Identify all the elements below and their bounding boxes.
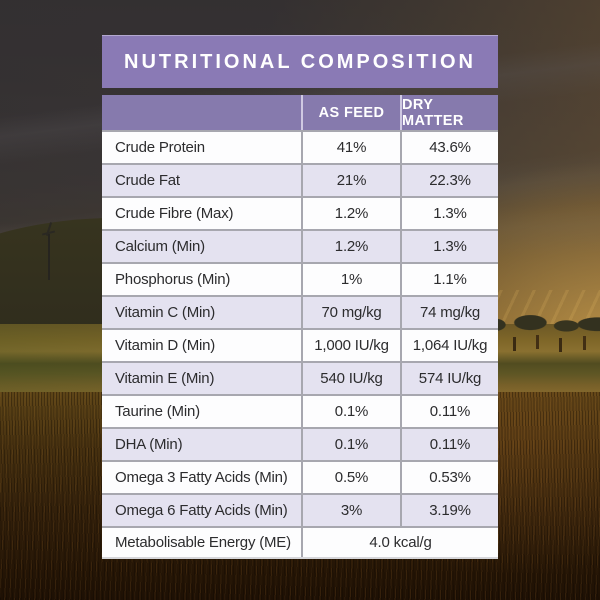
row-value-as-feed: 3% [301,495,400,526]
row-value-dry-matter: 574 IU/kg [400,363,498,394]
row-label: Taurine (Min) [115,403,200,420]
wind-turbine-icon [38,222,60,280]
row-label: Vitamin E (Min) [115,370,215,387]
row-value-dry-matter: 1,064 IU/kg [400,330,498,361]
row-value-as-feed: 0.1% [301,429,400,460]
row-label: Crude Protein [115,139,205,156]
row-value-dry-matter: 43.6% [400,132,498,163]
row-value-dry-matter: 0.11% [400,396,498,427]
table-title-banner: NUTRITIONAL COMPOSITION [102,35,498,88]
row-value-dry-matter: 1.3% [400,231,498,262]
table-row: Vitamin E (Min) 540 IU/kg 574 IU/kg [102,361,498,394]
row-value-as-feed: 1,000 IU/kg [301,330,400,361]
table-row: Phosphorus (Min) 1% 1.1% [102,262,498,295]
page-title: NUTRITIONAL COMPOSITION [124,50,476,73]
table-row: Crude Fibre (Max) 1.2% 1.3% [102,196,498,229]
row-value-dry-matter: 0.11% [400,429,498,460]
table-row: Crude Protein 41% 43.6% [102,130,498,163]
table-row-metabolisable-energy: Metabolisable Energy (ME) 4.0 kcal/g [102,526,498,559]
nutrition-table: AS FEED DRY MATTER Crude Protein 41% 43.… [102,95,498,559]
table-body: Crude Protein 41% 43.6% Crude Fat 21% 22… [102,130,498,526]
row-label: DHA (Min) [115,436,183,453]
header-cell-as-feed: AS FEED [301,95,400,130]
table-row: Calcium (Min) 1.2% 1.3% [102,229,498,262]
row-value-dry-matter: 1.1% [400,264,498,295]
fence-posts [485,332,600,356]
row-label: Crude Fat [115,172,180,189]
table-row: Crude Fat 21% 22.3% [102,163,498,196]
row-value-as-feed: 1.2% [301,231,400,262]
row-value-as-feed: 70 mg/kg [301,297,400,328]
row-value-dry-matter: 3.19% [400,495,498,526]
turbine-pole [48,234,50,280]
table-row: Omega 3 Fatty Acids (Min) 0.5% 0.53% [102,460,498,493]
table-header-row: AS FEED DRY MATTER [102,95,498,130]
table-row: Vitamin C (Min) 70 mg/kg 74 mg/kg [102,295,498,328]
row-value-dry-matter: 74 mg/kg [400,297,498,328]
row-value-as-feed: 41% [301,132,400,163]
table-row: Vitamin D (Min) 1,000 IU/kg 1,064 IU/kg [102,328,498,361]
row-label: Vitamin D (Min) [115,337,216,354]
table-row: Taurine (Min) 0.1% 0.11% [102,394,498,427]
row-value-dry-matter: 22.3% [400,165,498,196]
row-label: Phosphorus (Min) [115,271,231,288]
row-value-merged: 4.0 kcal/g [301,528,498,557]
header-cell-dry-matter: DRY MATTER [400,95,498,130]
row-label: Vitamin C (Min) [115,304,216,321]
row-label: Metabolisable Energy (ME) [115,534,291,551]
table-row: Omega 6 Fatty Acids (Min) 3% 3.19% [102,493,498,526]
row-value-as-feed: 21% [301,165,400,196]
row-label: Omega 3 Fatty Acids (Min) [115,469,288,486]
row-value-as-feed: 0.1% [301,396,400,427]
row-value-dry-matter: 1.3% [400,198,498,229]
row-label: Calcium (Min) [115,238,205,255]
row-label: Omega 6 Fatty Acids (Min) [115,502,288,519]
header-cell-blank [102,95,301,130]
row-value-as-feed: 1.2% [301,198,400,229]
row-value-as-feed: 540 IU/kg [301,363,400,394]
tree-line [480,308,600,336]
row-label: Crude Fibre (Max) [115,205,234,222]
table-row: DHA (Min) 0.1% 0.11% [102,427,498,460]
row-value-dry-matter: 0.53% [400,462,498,493]
row-value-as-feed: 0.5% [301,462,400,493]
row-value-as-feed: 1% [301,264,400,295]
